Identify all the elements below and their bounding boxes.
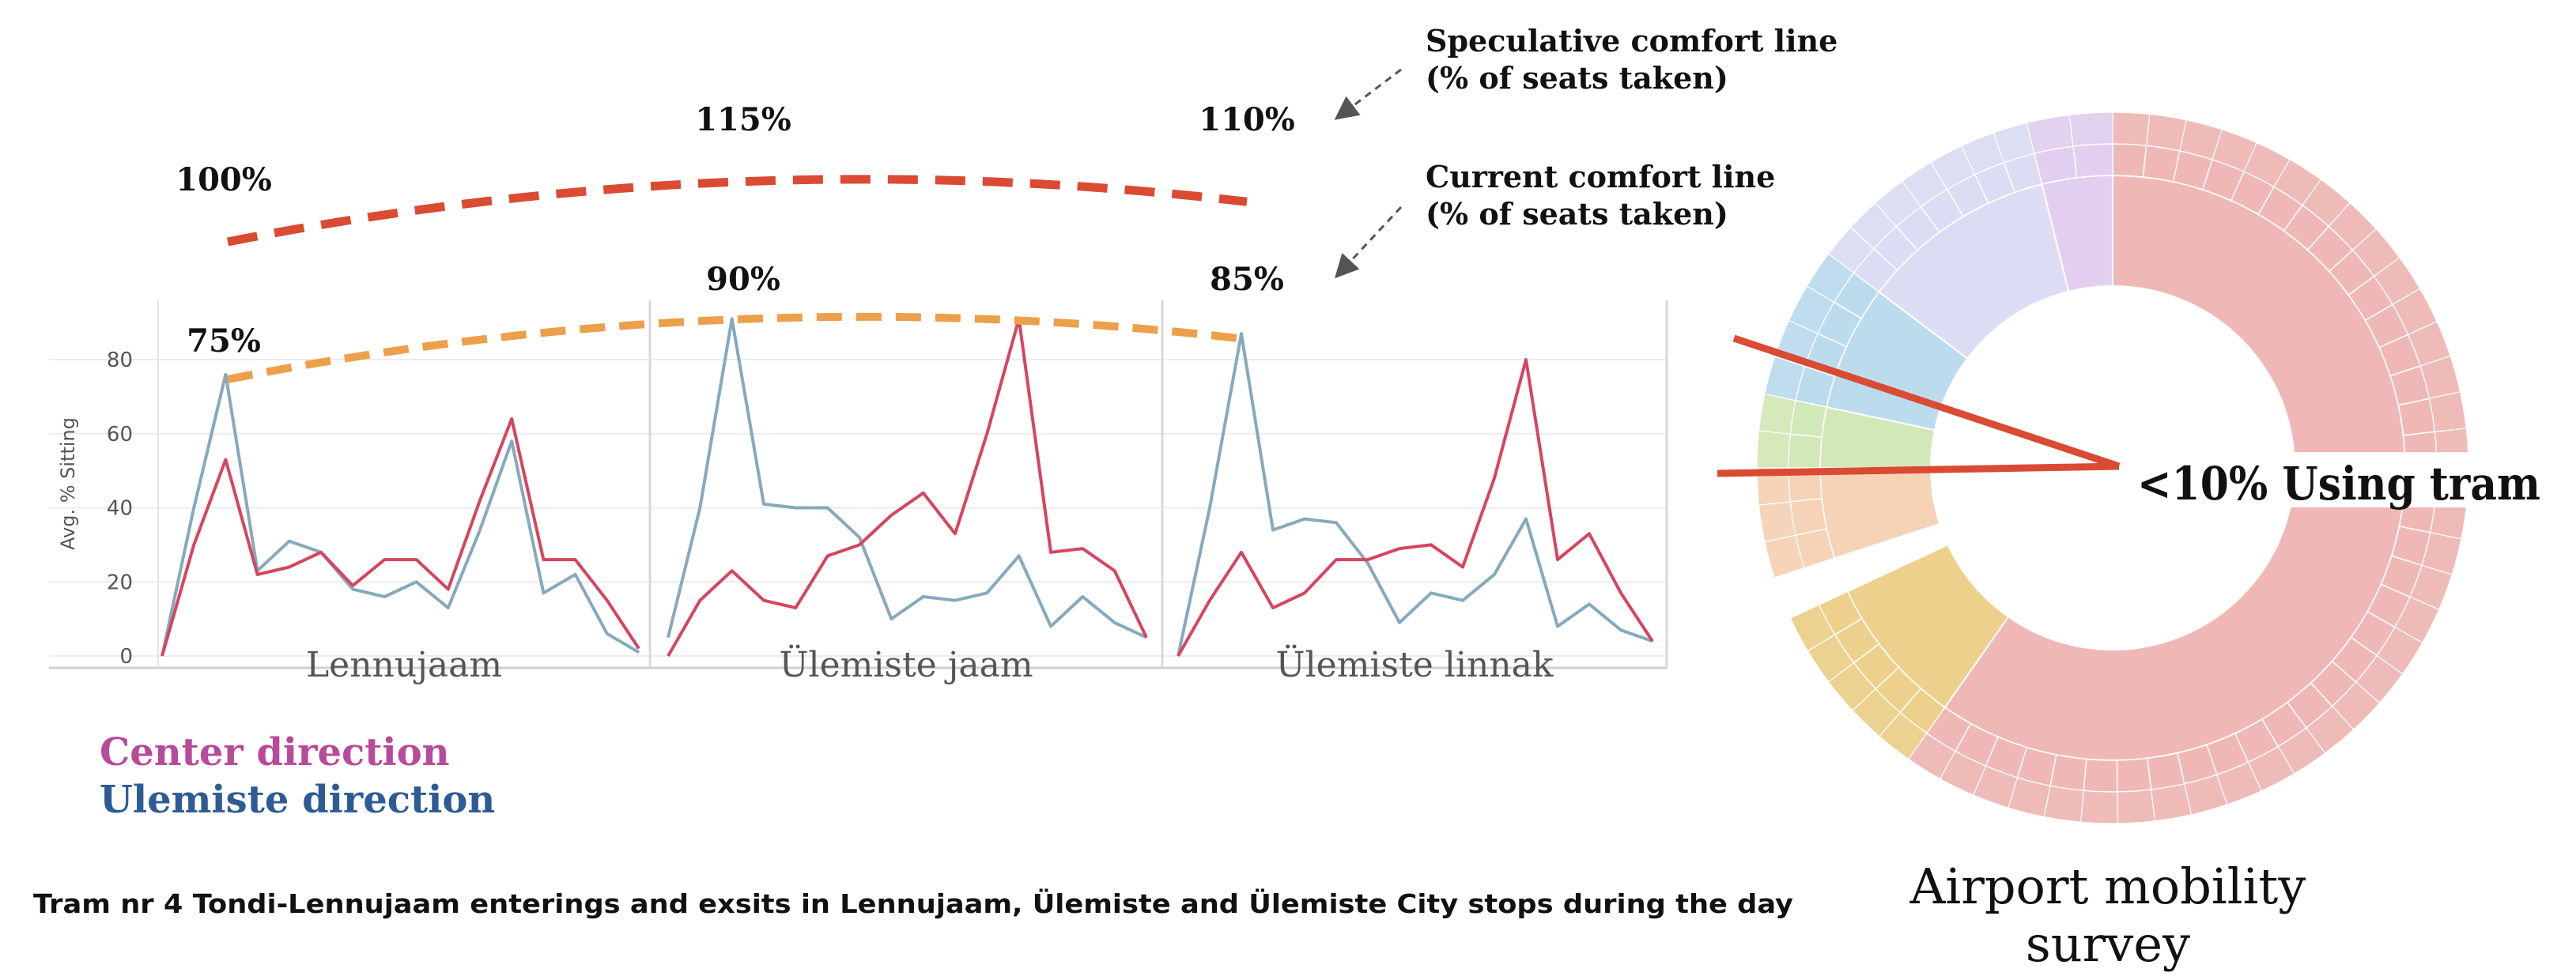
line-chart: 0 20 40 60 80 Avg. % Sitting Lennujaam Ülemis… xyxy=(49,101,1668,685)
speculative-arrow xyxy=(1334,68,1402,120)
current-label-line2: (% of seats taken) xyxy=(1426,196,1728,232)
speculative-comfort-annotation: Speculative comfort line (% of seats tak… xyxy=(1334,23,1838,120)
sunburst-outer-ring xyxy=(1756,430,1791,469)
comfort-percent-label: 100% xyxy=(176,161,272,198)
annotation-backdrop xyxy=(2133,452,2544,507)
sunburst-outer-ring xyxy=(1758,501,1796,543)
sunburst-outer-ring xyxy=(2080,790,2119,824)
comfort-lines xyxy=(226,175,1248,383)
svg-text:Current comfort line: Current comfort line xyxy=(1426,159,1775,194)
sunburst-middle-ring xyxy=(2397,398,2436,436)
series-line-center xyxy=(667,317,1148,657)
sunburst-middle-ring xyxy=(1788,433,1822,469)
y-axis-label: Avg. % Sitting xyxy=(57,417,79,550)
series-line-ulemiste xyxy=(1177,332,1653,657)
comfort-percent-label: 75% xyxy=(187,322,261,360)
comfort-percent-label: 110% xyxy=(1199,101,1295,138)
current-comfort-annotation: Current comfort line (% of seats taken) xyxy=(1334,159,1775,279)
y-tick-label: 20 xyxy=(107,571,133,594)
current-comfort-line xyxy=(227,312,1248,383)
series-line-ulemiste xyxy=(161,372,640,657)
sunburst-middle-ring xyxy=(2083,758,2118,793)
sunburst-annotation: <10% Using tram xyxy=(2137,457,2540,511)
sunburst-outer-ring xyxy=(2428,390,2467,433)
panel-label: Ülemiste jaam xyxy=(779,643,1033,685)
series-line-ulemiste xyxy=(667,317,1147,639)
sunburst-middle-ring xyxy=(2147,752,2185,790)
sunburst-outer-ring xyxy=(2043,785,2084,823)
tram-pointer-upper xyxy=(1732,334,2121,470)
sunburst-outer-ring xyxy=(2146,113,2187,152)
series-line-center xyxy=(1177,358,1654,657)
y-axis-ticks: 0 20 40 60 80 xyxy=(107,349,133,669)
sunburst-title-line1: Airport mobility xyxy=(1909,858,2306,915)
speculative-comfort-line xyxy=(226,175,1248,247)
svg-text:Speculative comfort line: Speculative comfort line xyxy=(1426,23,1838,58)
sunburst-title-line2: survey xyxy=(2026,915,2190,973)
legend: Center direction Ulemiste direction xyxy=(100,730,495,822)
y-tick-label: 80 xyxy=(107,349,133,372)
sunburst-outer-ring xyxy=(2068,111,2113,147)
panel-label: Lennujaam xyxy=(306,645,502,685)
legend-center-direction: Center direction xyxy=(100,730,450,775)
current-label-line1: Current comfort line xyxy=(1426,159,1775,194)
y-tick-label: 60 xyxy=(107,423,133,447)
current-arrow xyxy=(1334,205,1403,279)
sunburst-outer-ring xyxy=(1758,393,1796,435)
sunburst-gap xyxy=(1771,523,1950,620)
sunburst-outer-ring xyxy=(2117,789,2155,824)
comfort-percent-labels: 75% 90% 85% 100% 115% 110% xyxy=(176,101,1295,360)
sunburst-outer-ring xyxy=(2112,111,2151,146)
comfort-percent-label: 115% xyxy=(695,101,791,138)
y-tick-label: 0 xyxy=(119,645,133,669)
sunburst-middle-ring xyxy=(2116,757,2152,793)
sunburst-middle-ring xyxy=(2072,143,2113,179)
speculative-label-line1: Speculative comfort line xyxy=(1426,23,1838,58)
comfort-percent-label: 85% xyxy=(1210,261,1284,298)
svg-text:(% of seats taken): (% of seats taken) xyxy=(1426,60,1728,96)
figure-caption: Tram nr 4 Tondi-Lennujaam enterings and … xyxy=(33,888,1793,919)
panel-label: Ülemiste linnak xyxy=(1276,643,1554,685)
y-tick-label: 40 xyxy=(107,497,133,521)
comfort-percent-label: 90% xyxy=(706,261,780,298)
series-line-center xyxy=(161,417,640,657)
sunburst-middle-ring xyxy=(1789,497,1827,537)
panel-labels: Lennujaam Ülemiste jaam Ülemiste linnak xyxy=(306,643,1554,685)
sunburst-chart xyxy=(1756,111,2469,824)
series-lines xyxy=(161,317,1654,657)
svg-text:(% of seats taken): (% of seats taken) xyxy=(1426,196,1728,232)
panel-borders xyxy=(49,300,1668,669)
legend-ulemiste-direction: Ulemiste direction xyxy=(100,778,495,822)
sunburst-middle-ring xyxy=(2112,143,2147,178)
gridlines xyxy=(49,359,1667,657)
sunburst-outer-ring xyxy=(2150,783,2193,822)
speculative-label-line2: (% of seats taken) xyxy=(1426,60,1728,96)
tram-pointer-lower xyxy=(1717,462,2120,477)
